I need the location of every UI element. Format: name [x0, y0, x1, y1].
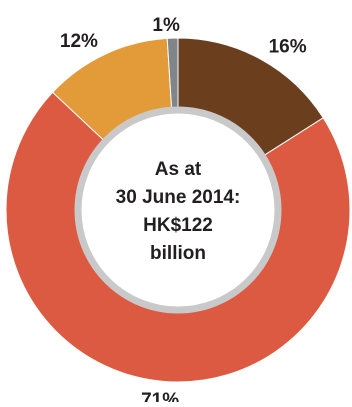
center-disc: [82, 114, 274, 306]
center-caption: As at 30 June 2014: HK$122 billion: [116, 159, 241, 264]
center-text-line-1: As at: [155, 159, 202, 180]
center-text-line-4: billion: [150, 243, 206, 264]
slice-label-4: 1%: [152, 15, 180, 36]
donut-slices: [5, 37, 351, 383]
slice-label-2: 71%: [141, 390, 179, 402]
slice-label-1: 16%: [269, 36, 307, 57]
slice-label-3: 12%: [60, 31, 98, 52]
center-text-line-2: 30 June 2014:: [116, 187, 241, 208]
center-text-line-3: HK$122: [143, 215, 213, 236]
